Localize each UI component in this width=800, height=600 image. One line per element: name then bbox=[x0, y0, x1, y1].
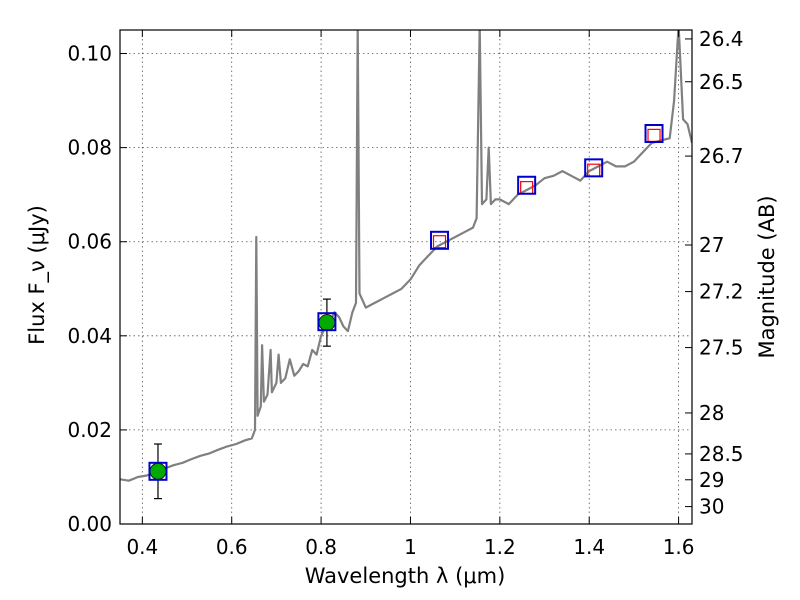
y2-tick-label: 29 bbox=[699, 468, 724, 492]
y-tick-label: 0.06 bbox=[67, 230, 112, 254]
x-axis-label: Wavelength λ (μm) bbox=[305, 564, 506, 588]
spectrum-layer bbox=[120, 30, 692, 482]
y2-tick-label: 28 bbox=[699, 401, 724, 425]
y2-tick-label: 28.5 bbox=[699, 442, 744, 466]
y-tick-label: 0.02 bbox=[67, 418, 112, 442]
y2-tick-label: 27.2 bbox=[699, 280, 744, 304]
grid bbox=[120, 30, 692, 525]
y-tick-label: 0.08 bbox=[67, 136, 112, 160]
y-tick-label: 0.04 bbox=[67, 324, 112, 348]
x-tick-label: 0.6 bbox=[216, 535, 248, 559]
observed-point bbox=[149, 462, 167, 480]
model-box bbox=[430, 230, 450, 250]
x-tick-label: 1.6 bbox=[663, 535, 695, 559]
y-tick-label: 0.00 bbox=[67, 512, 112, 536]
y2-tick-label: 26.4 bbox=[699, 27, 744, 51]
y-axis-label: Flux F_ν (μJy) bbox=[25, 205, 50, 345]
marker-layer bbox=[148, 124, 664, 500]
x-tick-label: 0.8 bbox=[305, 535, 337, 559]
x-tick-label: 1.2 bbox=[484, 535, 516, 559]
spectrum-line bbox=[120, 30, 692, 482]
predicted-box bbox=[647, 128, 661, 142]
model-box bbox=[317, 312, 337, 332]
y2-tick-label: 27.5 bbox=[699, 336, 744, 360]
model-box bbox=[644, 124, 664, 144]
y2-tick-label: 27 bbox=[699, 233, 724, 257]
y2-tick-label: 26.5 bbox=[699, 70, 744, 94]
observed-point bbox=[318, 314, 336, 332]
predicted-box bbox=[432, 235, 447, 249]
x-tick-label: 1 bbox=[404, 535, 417, 559]
axis-ticks: 0.4 0.6 0.8 1 1.2 1.4 1.6 0.00 0.02 0.04 0.06 0.08 0… bbox=[67, 27, 743, 559]
model-box bbox=[148, 461, 168, 481]
x-tick-label: 0.4 bbox=[126, 535, 158, 559]
plot-frame bbox=[119, 29, 693, 525]
y2-axis-label: Magnitude (AB) bbox=[755, 195, 779, 358]
y2-tick-label: 26.7 bbox=[699, 144, 744, 168]
y-tick-label: 0.10 bbox=[67, 42, 112, 66]
model-box bbox=[517, 175, 537, 195]
model-box bbox=[584, 158, 604, 178]
y2-tick-label: 30 bbox=[699, 495, 724, 519]
x-tick-label: 1.4 bbox=[573, 535, 605, 559]
